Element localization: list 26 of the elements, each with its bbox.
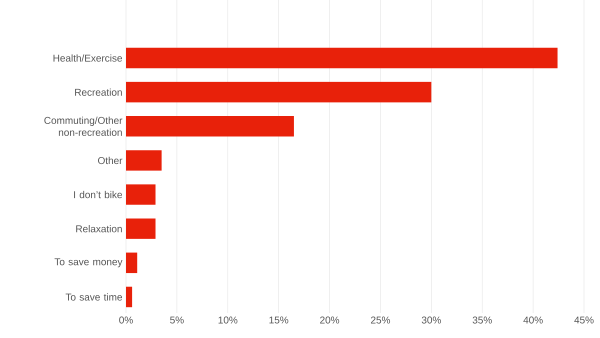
bar — [126, 252, 138, 274]
x-tick-label: 5% — [170, 316, 184, 324]
x-tick-label: 0% — [119, 316, 133, 324]
bar — [126, 218, 156, 239]
y-tick-label: Recreation — [75, 88, 122, 96]
bar — [126, 116, 294, 137]
bar — [126, 150, 162, 171]
bar — [126, 48, 558, 68]
x-tick-label: 15% — [269, 316, 288, 324]
x-tick-label: 20% — [320, 316, 340, 324]
x-tick-label: 25% — [370, 316, 390, 324]
x-tick-label: 40% — [523, 316, 543, 324]
bar — [126, 184, 156, 205]
x-tick-label: 10% — [218, 316, 238, 324]
y-tick-label: Commuting/Other non-recreation — [44, 116, 122, 136]
x-tick-label: 30% — [422, 316, 441, 324]
bar — [126, 82, 432, 102]
bar — [126, 286, 132, 308]
y-tick-label: To save time — [66, 293, 122, 301]
y-tick-label: I don’t bike — [74, 190, 122, 198]
y-tick-label: To save money — [54, 258, 122, 268]
y-tick-label: Other — [98, 156, 122, 164]
y-tick-label: Relaxation — [76, 225, 122, 232]
x-tick-label: 35% — [472, 316, 492, 324]
y-tick-label: Health/Exercise — [54, 54, 122, 62]
x-tick-label: 45% — [574, 316, 594, 324]
